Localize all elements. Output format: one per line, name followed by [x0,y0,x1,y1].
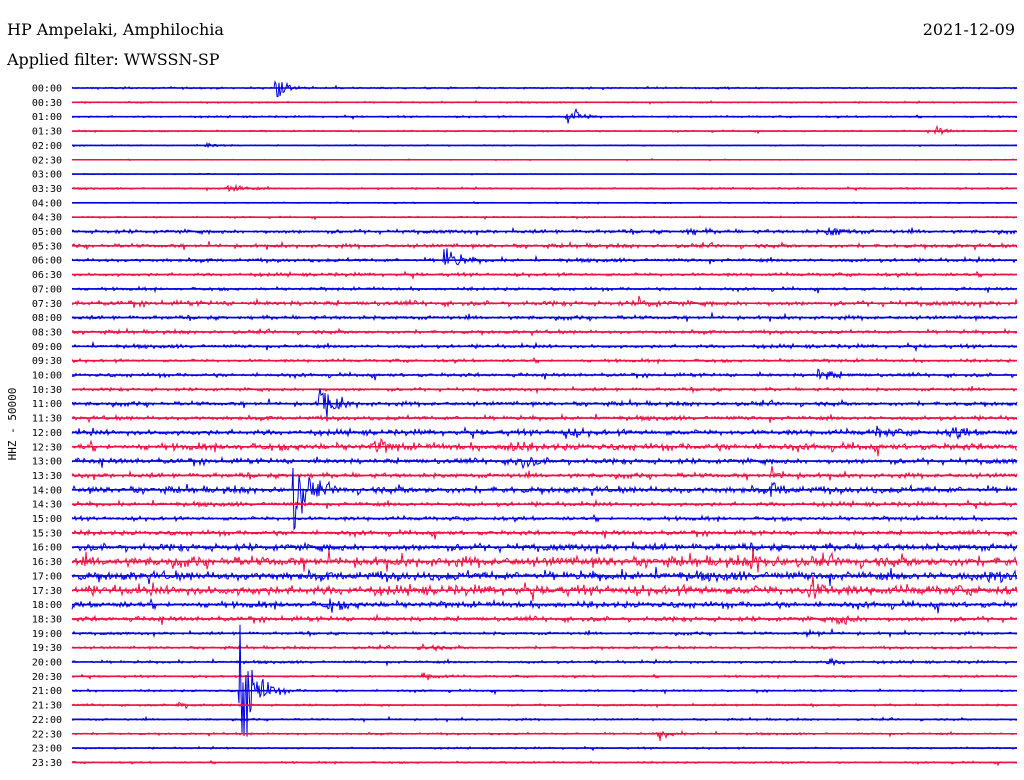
time-tick-label: 05:00 [32,227,62,238]
time-tick-label: 06:30 [32,270,62,281]
time-tick-label: 16:30 [32,557,62,568]
time-tick-label: 09:00 [32,342,62,353]
time-tick-label: 18:00 [32,600,62,611]
time-tick-label: 00:00 [32,84,62,95]
time-tick-label: 13:30 [32,471,62,482]
time-tick-label: 01:00 [32,112,62,123]
time-tick-label: 04:00 [32,198,62,209]
time-tick-label: 06:00 [32,256,62,267]
time-tick-label: 07:30 [32,299,62,310]
time-tick-label: 10:00 [32,371,62,382]
time-tick-label: 15:00 [32,514,62,525]
time-tick-label: 01:30 [32,127,62,138]
time-tick-label: 22:00 [32,715,62,726]
trace-line [71,295,1018,309]
time-tick-label: 03:00 [32,170,62,181]
trace-line [71,285,1018,294]
time-tick-label: 22:30 [32,729,62,740]
time-tick-label: 11:30 [32,414,62,425]
time-tick-label: 20:00 [32,658,62,669]
trace-line [71,729,1018,742]
time-tick-label: 02:30 [32,155,62,166]
time-tick-label: 14:00 [32,485,62,496]
time-label-group: 00:00 00:30 01:00 01:30 02:00 02:30 03:00 03:30… [32,84,62,769]
time-tick-label: 03:30 [32,184,62,195]
time-tick-label: 17:00 [32,571,62,582]
time-tick-label: 14:30 [32,500,62,511]
time-tick-label: 16:00 [32,543,62,554]
time-tick-label: 07:00 [32,284,62,295]
trace-line [71,527,1018,540]
trace-line [71,613,1018,626]
time-tick-label: 00:30 [32,98,62,109]
time-tick-label: 10:30 [32,385,62,396]
plot-date: 2021-12-09 [922,20,1015,39]
time-tick-label: 13:00 [32,457,62,468]
time-tick-label: 04:30 [32,213,62,224]
filter-label: Applied filter: WWSSN-SP [7,50,220,69]
time-tick-label: 23:30 [32,758,62,769]
time-tick-label: 12:30 [32,442,62,453]
trace-line [71,575,1018,601]
time-tick-label: 19:00 [32,629,62,640]
trace-line [71,80,1018,98]
trace-line [71,248,1018,266]
time-tick-label: 08:00 [32,313,62,324]
time-tick-label: 05:30 [32,241,62,252]
trace-line [71,547,1018,573]
time-tick-label: 21:30 [32,701,62,712]
time-tick-label: 21:00 [32,686,62,697]
channel-label: HHZ - 50000 [6,388,19,461]
trace-line [71,456,1018,470]
time-tick-label: 15:30 [32,528,62,539]
time-tick-label: 08:30 [32,327,62,338]
time-tick-label: 19:30 [32,643,62,654]
trace-line [71,438,1018,457]
trace-line [71,465,1018,481]
time-tick-label: 11:00 [32,399,62,410]
time-tick-label: 17:30 [32,586,62,597]
time-tick-label: 12:00 [32,428,62,439]
time-tick-label: 09:30 [32,356,62,367]
station-title: HP Ampelaki, Amphilochia [7,20,224,39]
time-tick-label: 23:00 [32,744,62,755]
trace-line [71,597,1018,614]
time-tick-label: 20:30 [32,672,62,683]
time-tick-label: 02:00 [32,141,62,152]
time-tick-label: 18:30 [32,614,62,625]
trace-group [71,80,1018,767]
